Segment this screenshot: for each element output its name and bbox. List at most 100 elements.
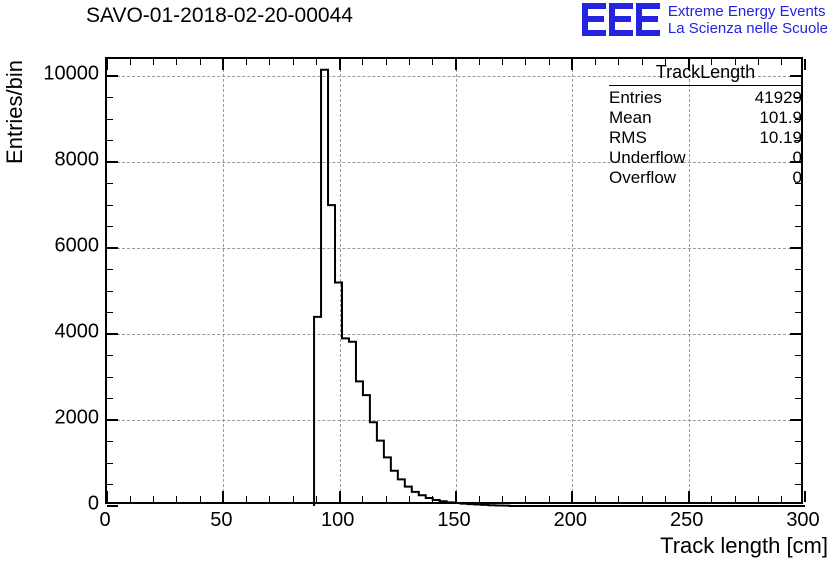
- y-axis-tick: [107, 247, 118, 250]
- x-axis-tick: [804, 59, 806, 70]
- x-axis-tick: [199, 59, 201, 65]
- x-axis-tick: [571, 491, 574, 502]
- x-axis-tick: [408, 496, 410, 502]
- x-axis-tick: [246, 496, 248, 502]
- x-axis-tick: [455, 59, 457, 70]
- gridline-vertical: [339, 59, 341, 502]
- x-axis-tick: [595, 496, 597, 502]
- y-axis-tick: [107, 333, 118, 336]
- x-axis-tick: [106, 59, 108, 70]
- x-tick-label: 200: [553, 509, 588, 531]
- gridline-vertical: [572, 59, 574, 502]
- y-axis-tick: [107, 140, 113, 142]
- x-axis-tick: [199, 496, 201, 502]
- y-axis-tick: [107, 161, 118, 164]
- x-axis-tick: [711, 59, 713, 65]
- y-axis-tick: [790, 333, 801, 336]
- y-axis-tick: [107, 419, 118, 422]
- x-axis-tick: [734, 496, 736, 502]
- x-axis-tick: [525, 59, 527, 65]
- plot-frame: [105, 57, 806, 507]
- y-axis-tick: [790, 419, 801, 422]
- x-axis-tick: [222, 59, 225, 70]
- x-axis-tick: [129, 496, 131, 502]
- x-axis-tick: [502, 59, 504, 65]
- y-axis-tick: [790, 161, 801, 164]
- stats-row: Overflow 0: [603, 168, 808, 188]
- histogram-series: [313, 68, 805, 507]
- x-axis-tick: [222, 491, 225, 502]
- x-axis-tick: [106, 491, 108, 502]
- x-axis-tick: [478, 59, 480, 65]
- x-axis-tick: [711, 496, 713, 502]
- gridline-horizontal: [107, 420, 801, 422]
- y-axis-tick: [795, 204, 801, 206]
- x-axis-tick: [525, 496, 527, 502]
- y-axis-tick: [795, 355, 801, 357]
- x-axis-tick: [246, 59, 248, 65]
- y-tick-label: 8000: [54, 148, 100, 171]
- stats-value: 0: [792, 148, 802, 167]
- x-axis-tick: [176, 496, 178, 502]
- y-axis-tick: [107, 312, 113, 314]
- y-axis-tick: [107, 204, 113, 206]
- y-axis-tick: [107, 118, 113, 120]
- stats-value: 101.9: [759, 108, 802, 127]
- stats-title: TrackLength: [609, 62, 802, 86]
- histogram-outline: [313, 68, 805, 507]
- y-axis-tick: [107, 75, 118, 78]
- stats-value: 0: [792, 168, 802, 187]
- x-axis-tick: [362, 496, 364, 502]
- y-axis-tick: [107, 441, 113, 443]
- x-axis-title: Track length [cm]: [660, 533, 828, 558]
- x-axis-tick: [408, 59, 410, 65]
- y-tick-label: 10000: [43, 62, 99, 85]
- eee-logo-line1: Extreme Energy Events: [667, 3, 826, 20]
- stats-row: Entries 41929: [603, 88, 808, 108]
- x-axis-tick: [618, 59, 620, 65]
- x-axis-tick: [757, 496, 759, 502]
- stats-row: Mean 101.9: [603, 108, 808, 128]
- x-axis-tick: [548, 496, 550, 502]
- x-axis-tick: [269, 59, 271, 65]
- y-tick-label: 2000: [54, 406, 100, 429]
- gridline-horizontal: [107, 76, 801, 78]
- gridline-vertical: [456, 59, 457, 502]
- gridline-horizontal: [107, 162, 801, 164]
- x-axis-tick: [502, 496, 504, 502]
- x-axis-tick: [153, 496, 155, 502]
- eee-logo-line2: La Scienza nelle Scuole: [667, 20, 828, 37]
- y-axis-tick: [795, 183, 801, 185]
- y-axis-tick: [107, 398, 113, 400]
- x-axis-tick: [385, 496, 387, 502]
- eee-logo-mark-icon: [581, 2, 660, 37]
- page-title: SAVO-01-2018-02-20-00044: [86, 4, 353, 27]
- x-axis-tick: [153, 59, 155, 65]
- x-tick-label: 50: [210, 509, 233, 531]
- y-axis-tick: [795, 97, 801, 99]
- x-axis-tick: [687, 491, 690, 502]
- stats-key: Entries: [609, 88, 662, 107]
- x-axis-tick: [641, 496, 643, 502]
- y-axis-tick: [795, 140, 801, 142]
- x-tick-label: 150: [437, 509, 471, 531]
- gridline-horizontal: [107, 334, 801, 336]
- x-axis-tick: [362, 59, 364, 65]
- stats-key: Overflow: [609, 168, 677, 187]
- x-axis-tick: [548, 59, 550, 65]
- y-axis-tick: [795, 484, 801, 485]
- x-axis-tick: [129, 59, 131, 65]
- y-axis-tick: [795, 462, 801, 464]
- y-axis-tick: [107, 376, 113, 378]
- y-tick-label: 4000: [54, 320, 100, 343]
- y-axis-tick: [107, 226, 113, 228]
- eee-logo-text: Extreme Energy Events La Scienza nelle S…: [668, 2, 828, 37]
- stats-row: Underflow 0: [603, 148, 808, 168]
- y-axis-tick: [107, 355, 113, 357]
- stats-key: Underflow: [609, 148, 686, 167]
- stats-rows: Entries 41929 Mean 101.9 RMS 10.19 Underflow 0 O…: [603, 88, 808, 188]
- y-axis-tick: [107, 183, 113, 185]
- y-axis-tick: [790, 75, 801, 78]
- y-axis-tick: [790, 247, 801, 250]
